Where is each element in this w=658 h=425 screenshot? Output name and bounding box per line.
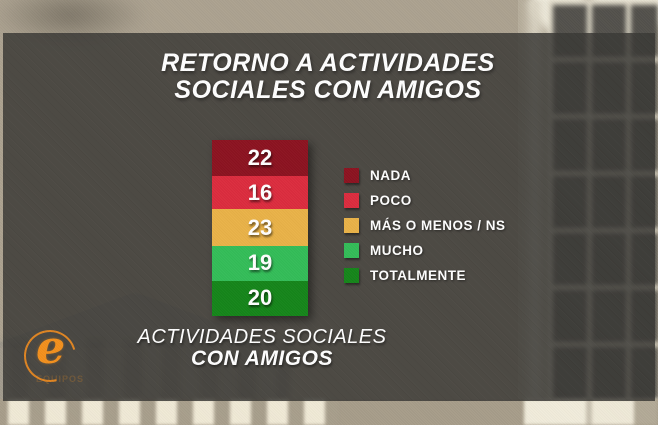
legend-item-mucho: MUCHO (344, 243, 506, 258)
legend-item-mas-o-menos: MÁS O MENOS / NS (344, 218, 506, 233)
logo-wordmark: EQUIPOS (35, 374, 84, 384)
legend-swatch-poco (344, 193, 359, 208)
legend-item-nada: NADA (344, 168, 506, 183)
legend-label: NADA (370, 168, 411, 183)
legend-swatch-totalmente (344, 268, 359, 283)
logo-e-icon: e (36, 320, 66, 374)
bar-segment-poco: 16 (212, 176, 308, 210)
chart-overlay-panel (3, 33, 655, 401)
bar-segment-value: 22 (247, 145, 273, 171)
bar-segment-mucho: 19 (212, 246, 308, 281)
bar-segment-value: 20 (247, 285, 273, 311)
legend-item-totalmente: TOTALMENTE (344, 268, 506, 283)
background-bottom-columns (8, 399, 338, 425)
bar-segment-value: 23 (247, 214, 273, 240)
chart-title: RETORNO A ACTIVIDADES SOCIALES CON AMIGO… (118, 50, 538, 104)
legend-label: MÁS O MENOS / NS (370, 218, 506, 233)
bar-segment-value: 19 (247, 250, 273, 276)
bar-segment-value: 16 (247, 179, 273, 205)
legend-swatch-nada (344, 168, 359, 183)
bar-segment-totalmente: 20 (212, 280, 308, 316)
bar-axis-caption: ACTIVIDADES SOCIALES CON AMIGOS (112, 326, 412, 370)
legend-swatch-mas-o-menos (344, 218, 359, 233)
chart-legend: NADA POCO MÁS O MENOS / NS MUCHO TOTALME… (344, 168, 506, 293)
legend-label: TOTALMENTE (370, 268, 466, 283)
legend-label: MUCHO (370, 243, 424, 258)
legend-label: POCO (370, 193, 412, 208)
caption-line1: ACTIVIDADES SOCIALES (137, 326, 387, 348)
caption-line2: CON AMIGOS (191, 347, 333, 370)
legend-swatch-mucho (344, 243, 359, 258)
legend-item-poco: POCO (344, 193, 506, 208)
chart-title-line1: RETORNO A ACTIVIDADES (161, 49, 495, 77)
broadcaster-logo: e EQUIPOS (14, 320, 88, 396)
bar-segment-nada: 22 (212, 140, 308, 177)
bar-segment-mas-o-menos: 23 (212, 209, 308, 247)
background-bottom-white-wall (524, 399, 658, 425)
stacked-bar: 22 16 23 19 20 (212, 140, 308, 316)
chart-title-line2: SOCIALES CON AMIGOS (174, 76, 482, 104)
